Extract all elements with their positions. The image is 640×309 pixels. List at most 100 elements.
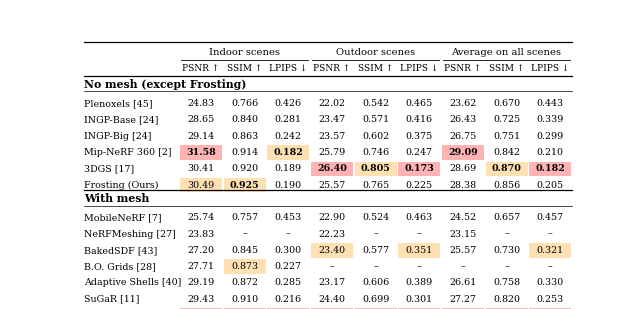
Text: 0.606: 0.606 bbox=[362, 278, 389, 287]
Text: 0.766: 0.766 bbox=[231, 99, 259, 108]
Text: 0.330: 0.330 bbox=[536, 278, 564, 287]
Text: 30.41: 30.41 bbox=[188, 164, 214, 173]
Text: 0.416: 0.416 bbox=[406, 115, 433, 124]
Text: 0.375: 0.375 bbox=[406, 132, 433, 141]
Text: 0.173: 0.173 bbox=[404, 164, 434, 173]
Bar bbox=[529, 162, 571, 176]
Text: 0.925: 0.925 bbox=[230, 180, 259, 189]
Text: PSNR ↑: PSNR ↑ bbox=[182, 64, 220, 73]
Bar bbox=[180, 178, 222, 192]
Text: NeRFMeshing [27]: NeRFMeshing [27] bbox=[84, 230, 176, 239]
Text: –: – bbox=[330, 262, 334, 271]
Text: SuGaR [11]: SuGaR [11] bbox=[84, 295, 140, 304]
Text: 29.43: 29.43 bbox=[188, 295, 214, 304]
Text: 0.842: 0.842 bbox=[493, 148, 520, 157]
Text: 0.216: 0.216 bbox=[275, 295, 302, 304]
Text: 29.09: 29.09 bbox=[448, 148, 477, 157]
Text: 0.339: 0.339 bbox=[536, 115, 564, 124]
Text: 0.190: 0.190 bbox=[275, 180, 302, 189]
Text: 25.57: 25.57 bbox=[449, 246, 477, 255]
Text: 0.845: 0.845 bbox=[231, 246, 258, 255]
Text: MobileNeRF [7]: MobileNeRF [7] bbox=[84, 213, 161, 222]
Text: Adaptive Shells [40]: Adaptive Shells [40] bbox=[84, 278, 181, 287]
Bar bbox=[180, 308, 222, 309]
Text: 0.820: 0.820 bbox=[493, 295, 520, 304]
Text: SSIM ↑: SSIM ↑ bbox=[489, 64, 524, 73]
Text: 23.83: 23.83 bbox=[188, 230, 214, 239]
Bar bbox=[398, 243, 440, 257]
Text: 28.65: 28.65 bbox=[188, 115, 214, 124]
Text: INGP-Big [24]: INGP-Big [24] bbox=[84, 132, 152, 141]
Text: 0.765: 0.765 bbox=[362, 180, 389, 189]
Text: 0.281: 0.281 bbox=[275, 115, 302, 124]
Text: 22.02: 22.02 bbox=[319, 99, 346, 108]
Text: With mesh: With mesh bbox=[84, 193, 149, 204]
Text: 0.602: 0.602 bbox=[362, 132, 389, 141]
Text: 0.285: 0.285 bbox=[275, 278, 302, 287]
Text: –: – bbox=[373, 230, 378, 239]
Text: 0.577: 0.577 bbox=[362, 246, 389, 255]
Text: 0.920: 0.920 bbox=[231, 164, 258, 173]
Text: LPIPS ↓: LPIPS ↓ bbox=[531, 64, 570, 73]
Bar bbox=[355, 308, 397, 309]
Text: 0.725: 0.725 bbox=[493, 115, 520, 124]
Text: –: – bbox=[243, 230, 247, 239]
Text: 3DGS [17]: 3DGS [17] bbox=[84, 164, 134, 173]
Text: BakedSDF [43]: BakedSDF [43] bbox=[84, 246, 157, 255]
Bar bbox=[224, 308, 266, 309]
Text: 23.47: 23.47 bbox=[319, 115, 346, 124]
Text: 0.524: 0.524 bbox=[362, 213, 389, 222]
Text: Average on all scenes: Average on all scenes bbox=[452, 48, 561, 57]
Text: 0.730: 0.730 bbox=[493, 246, 520, 255]
Text: 28.69: 28.69 bbox=[449, 164, 477, 173]
Text: 0.227: 0.227 bbox=[275, 262, 302, 271]
Text: Mip-NeRF 360 [2]: Mip-NeRF 360 [2] bbox=[84, 148, 172, 157]
Text: 30.49: 30.49 bbox=[188, 180, 214, 189]
Text: –: – bbox=[417, 230, 422, 239]
Bar bbox=[311, 243, 353, 257]
Bar bbox=[268, 145, 309, 160]
Text: –: – bbox=[417, 262, 422, 271]
Text: Outdoor scenes: Outdoor scenes bbox=[336, 48, 415, 57]
Bar bbox=[398, 308, 440, 309]
Text: 22.23: 22.23 bbox=[319, 230, 346, 239]
Text: LPIPS ↓: LPIPS ↓ bbox=[400, 64, 438, 73]
Bar bbox=[529, 308, 571, 309]
Text: 23.57: 23.57 bbox=[318, 132, 346, 141]
Text: 26.43: 26.43 bbox=[449, 115, 477, 124]
Text: 0.351: 0.351 bbox=[406, 246, 433, 255]
Text: 0.443: 0.443 bbox=[537, 99, 564, 108]
Text: 0.657: 0.657 bbox=[493, 213, 520, 222]
Text: PSNR ↑: PSNR ↑ bbox=[444, 64, 481, 73]
Text: 0.751: 0.751 bbox=[493, 132, 520, 141]
Text: 0.746: 0.746 bbox=[362, 148, 389, 157]
Text: 26.61: 26.61 bbox=[449, 278, 477, 287]
Bar bbox=[355, 162, 397, 176]
Text: –: – bbox=[548, 262, 552, 271]
Text: 0.389: 0.389 bbox=[406, 278, 433, 287]
Text: 0.253: 0.253 bbox=[536, 295, 564, 304]
Text: 0.205: 0.205 bbox=[537, 180, 564, 189]
Text: 27.71: 27.71 bbox=[188, 262, 214, 271]
Text: 0.299: 0.299 bbox=[536, 132, 564, 141]
Text: 24.83: 24.83 bbox=[188, 99, 214, 108]
Text: 23.62: 23.62 bbox=[449, 99, 477, 108]
Text: 23.15: 23.15 bbox=[449, 230, 477, 239]
Text: 27.27: 27.27 bbox=[449, 295, 476, 304]
Text: 0.457: 0.457 bbox=[537, 213, 564, 222]
Text: 23.40: 23.40 bbox=[319, 246, 346, 255]
Text: INGP-Base [24]: INGP-Base [24] bbox=[84, 115, 159, 124]
Bar bbox=[486, 308, 527, 309]
Text: –: – bbox=[286, 230, 291, 239]
Text: 0.571: 0.571 bbox=[362, 115, 389, 124]
Text: 24.52: 24.52 bbox=[449, 213, 476, 222]
Text: 0.840: 0.840 bbox=[231, 115, 258, 124]
Text: LPIPS ↓: LPIPS ↓ bbox=[269, 64, 307, 73]
Text: –: – bbox=[461, 262, 465, 271]
Text: 0.210: 0.210 bbox=[537, 148, 564, 157]
Bar bbox=[311, 162, 353, 176]
Text: 25.57: 25.57 bbox=[318, 180, 346, 189]
Text: B.O. Grids [28]: B.O. Grids [28] bbox=[84, 262, 156, 271]
Text: 0.914: 0.914 bbox=[231, 148, 258, 157]
Text: 29.19: 29.19 bbox=[188, 278, 214, 287]
